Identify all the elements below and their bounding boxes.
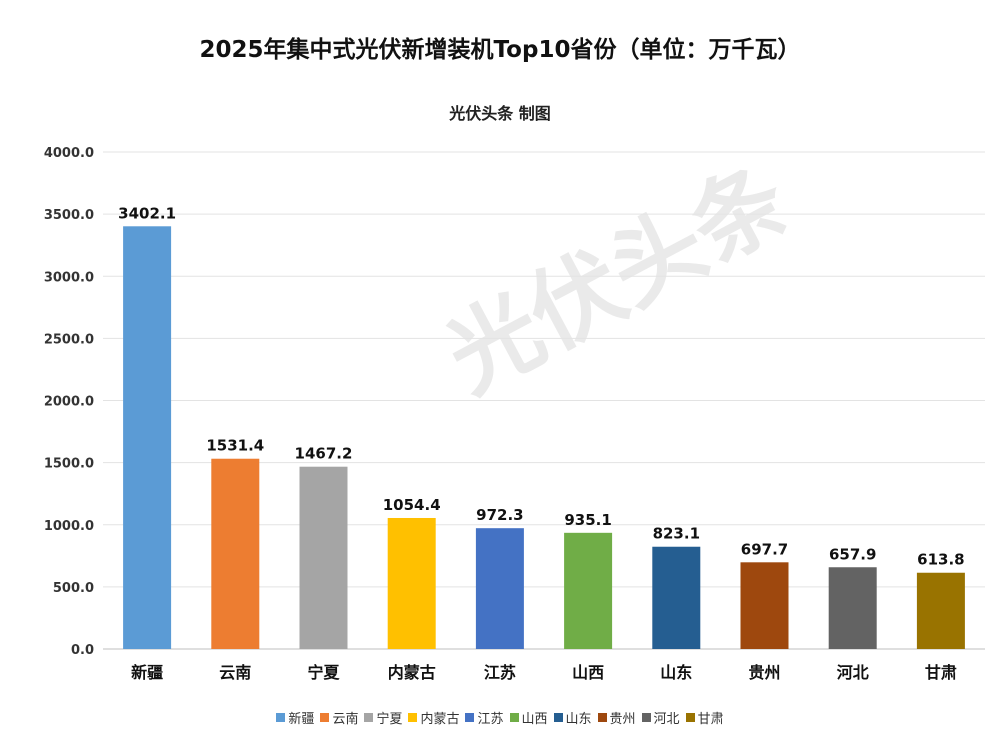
- legend-item: 内蒙古: [408, 708, 459, 727]
- bar: [652, 546, 701, 649]
- x-tick-label: 山西: [572, 663, 604, 682]
- legend-label: 宁夏: [376, 712, 403, 727]
- x-tick-label: 江苏: [484, 663, 516, 682]
- x-tick-label: 宁夏: [307, 663, 340, 682]
- legend-item: 贵州: [597, 708, 636, 727]
- x-tick-label: 河北: [837, 663, 869, 682]
- legend-item: 宁夏: [364, 708, 402, 727]
- legend-label: 贵州: [609, 712, 636, 727]
- data-label: 823.1: [653, 525, 700, 543]
- legend-swatch: [364, 713, 374, 722]
- x-tick-label: 内蒙古: [388, 663, 436, 682]
- y-tick-label: 0.0: [71, 643, 94, 658]
- bar: [916, 572, 965, 649]
- legend-item: 新疆: [276, 708, 314, 727]
- bar: [123, 226, 172, 650]
- legend-label: 云南: [332, 712, 359, 727]
- bar: [299, 466, 348, 649]
- x-tick-label: 山东: [660, 663, 692, 682]
- data-label: 935.1: [564, 511, 611, 529]
- data-label: 613.8: [917, 551, 964, 569]
- data-label: 657.9: [829, 545, 876, 563]
- y-tick-label: 1500.0: [44, 457, 94, 472]
- legend-item: 河北: [641, 708, 680, 727]
- data-label: 697.7: [741, 540, 788, 558]
- bar: [740, 562, 789, 649]
- legend-swatch: [509, 713, 519, 722]
- bar: [475, 528, 524, 649]
- legend-swatch: [408, 713, 418, 722]
- x-tick-label: 新疆: [131, 663, 163, 682]
- y-tick-label: 2000.0: [44, 395, 94, 410]
- chart-title: 2025年集中式光伏新增装机Top10省份（单位：万千瓦）: [199, 37, 801, 63]
- legend-item: 甘肃: [685, 708, 724, 727]
- legend-swatch: [465, 713, 475, 722]
- y-tick-label: 500.0: [53, 581, 94, 596]
- y-tick-label: 4000.0: [44, 146, 94, 161]
- bar: [387, 517, 436, 649]
- y-tick-label: 1000.0: [44, 519, 94, 534]
- bar-chart: 0.0 500.0 1000.0 1500.0 2000.0 2500.0 3000.0 35…: [44, 146, 985, 682]
- legend-label: 新疆: [288, 712, 315, 727]
- legend-label: 山东: [565, 712, 592, 727]
- legend-label: 山西: [521, 712, 548, 727]
- legend-label: 甘肃: [697, 712, 724, 727]
- x-tick-label: 甘肃: [925, 663, 957, 682]
- legend: 新疆 云南 宁夏 内蒙古 江苏 山西 山东 贵州 河北 甘肃: [0, 708, 1000, 727]
- legend-swatch: [553, 713, 563, 722]
- bar: [211, 458, 260, 649]
- legend-swatch: [320, 713, 330, 722]
- x-tick-label: 云南: [219, 663, 251, 682]
- data-label: 3402.1: [118, 204, 176, 222]
- data-label: 1531.4: [206, 437, 264, 455]
- legend-swatch: [597, 713, 607, 722]
- legend-item: 云南: [320, 708, 358, 727]
- legend-label: 内蒙古: [420, 712, 460, 727]
- legend-swatch: [641, 713, 651, 722]
- legend-swatch: [276, 713, 286, 722]
- legend-label: 河北: [653, 712, 680, 727]
- x-tick-label: 贵州: [748, 663, 780, 682]
- y-tick-label: 2500.0: [44, 332, 94, 347]
- legend-item: 山西: [509, 708, 548, 727]
- y-tick-label: 3500.0: [44, 208, 94, 223]
- legend-item: 山东: [553, 708, 592, 727]
- legend-swatch: [685, 713, 695, 722]
- data-label: 1467.2: [295, 445, 353, 463]
- legend-label: 江苏: [477, 712, 504, 727]
- chart-subtitle: 光伏头条 制图: [449, 104, 551, 123]
- y-tick-label: 3000.0: [44, 270, 94, 285]
- bar: [828, 567, 877, 649]
- data-label: 1054.4: [383, 496, 441, 514]
- data-label: 972.3: [476, 506, 523, 524]
- legend-item: 江苏: [465, 708, 504, 727]
- bar: [564, 532, 613, 649]
